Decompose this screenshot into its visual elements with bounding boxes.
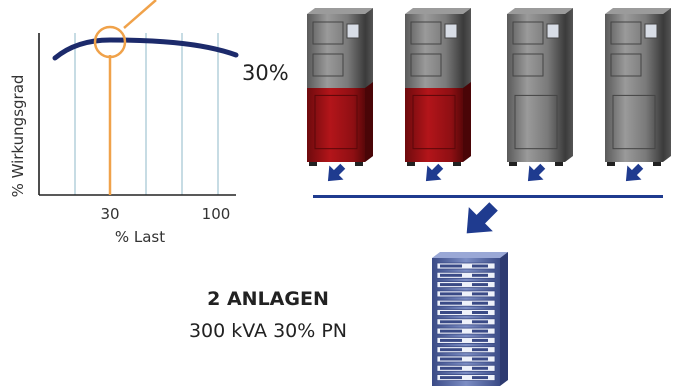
ups-cabinet-icon <box>507 8 573 166</box>
percent-callout: 30% <box>242 61 289 85</box>
rack-slot <box>436 281 496 289</box>
rack-slot <box>436 336 496 344</box>
arrow-down-icon <box>327 163 346 182</box>
x-tick-label: 100 <box>202 205 231 223</box>
arrow-down-icon <box>466 202 498 234</box>
efficiency-curve <box>52 37 239 61</box>
rack-slot <box>436 374 496 382</box>
highlight-circle <box>93 25 127 59</box>
highlight-pointer <box>123 0 157 29</box>
rack-slot <box>436 327 496 335</box>
rack-slot <box>436 271 496 279</box>
rack-slot <box>436 364 496 372</box>
rack-slot <box>436 309 496 316</box>
rack-slot <box>436 355 496 363</box>
chart-gridlines <box>74 33 219 195</box>
ups-cabinet-icon <box>405 8 471 166</box>
rack-slot <box>436 346 496 354</box>
server-rack-icon <box>432 252 508 386</box>
rack-slot <box>436 262 496 270</box>
ups-cabinet-icon <box>605 8 671 166</box>
efficiency-chart: 30 100 % Last % Wirkungsgrad <box>9 0 239 246</box>
arrow-down-icon <box>527 163 546 182</box>
y-axis-label: % Wirkungsgrad <box>9 75 27 198</box>
arrow-down-icon <box>425 163 444 182</box>
summary-detail: 300 kVA 30% PN <box>189 320 347 342</box>
rack-slot <box>436 290 496 298</box>
rack-slot <box>436 318 496 326</box>
x-axis-label: % Last <box>115 228 165 246</box>
rack-slot <box>436 299 496 307</box>
bus-bar <box>313 195 663 198</box>
ups-cabinet-icon <box>307 8 373 166</box>
ups-unit-row <box>307 8 671 182</box>
x-tick-label: 30 <box>100 205 119 223</box>
summary-title: 2 ANLAGEN <box>207 288 329 310</box>
arrow-down-icon <box>625 163 644 182</box>
